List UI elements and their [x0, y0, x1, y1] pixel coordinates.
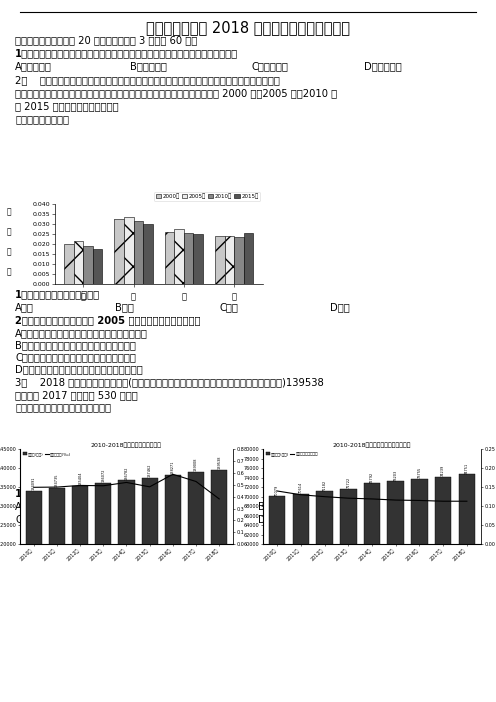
Text: C．丙: C．丙: [220, 302, 239, 312]
Bar: [64, 244, 73, 284]
Text: 135404: 135404: [78, 472, 82, 485]
Text: 137462: 137462: [148, 463, 152, 477]
Bar: [143, 224, 153, 284]
Text: 万人，比 2017 年末增加 530 万人。: 万人，比 2017 年末增加 530 万人。: [15, 390, 138, 400]
Text: C．男性人口增长率逐年上升: C．男性人口增长率逐年上升: [15, 514, 94, 524]
Bar: [73, 241, 83, 284]
Bar: [165, 475, 181, 702]
Bar: [234, 237, 244, 284]
Bar: [124, 217, 133, 284]
Text: 136072: 136072: [101, 469, 105, 482]
Bar: [188, 472, 204, 702]
Bar: [340, 489, 357, 702]
Text: A．交通条件: A．交通条件: [15, 61, 52, 71]
Text: 73203: 73203: [394, 470, 398, 481]
Bar: [316, 491, 333, 702]
Bar: [459, 474, 475, 702]
Title: 2010-2018年中国男性人口数量统计图: 2010-2018年中国男性人口数量统计图: [333, 442, 411, 447]
Text: 河北省达标名校 2018 年高考一月调研地理试卷: 河北省达标名校 2018 年高考一月调研地理试卷: [146, 20, 350, 35]
Legend: 2000年, 2005年, 2010年, 2015年: 2000年, 2005年, 2010年, 2015年: [154, 192, 260, 201]
Legend: 总人口(万人), 自然增长率(‰): 总人口(万人), 自然增长率(‰): [22, 451, 72, 457]
Text: 74239: 74239: [441, 465, 445, 476]
Bar: [165, 232, 174, 284]
Text: 离: 离: [6, 207, 11, 216]
Bar: [119, 480, 134, 702]
Text: 1．重庆的建筑在山坡上高低起伏、错落有致，形成这种城市空间格局的主要因素是: 1．重庆的建筑在山坡上高低起伏、错落有致，形成这种城市空间格局的主要因素是: [15, 48, 238, 58]
Bar: [115, 219, 124, 284]
Text: 和 2015 年在全国的平均集聚度。: 和 2015 年在全国的平均集聚度。: [15, 101, 119, 111]
Bar: [211, 470, 227, 702]
Text: 70614: 70614: [299, 482, 303, 494]
Text: 系: 系: [6, 248, 11, 256]
Text: 138271: 138271: [171, 461, 175, 474]
Bar: [133, 220, 143, 284]
Text: 134735: 134735: [55, 474, 59, 487]
Text: D．男女性别比失调问题持续改善: D．男女性别比失调问题持续改善: [258, 514, 350, 524]
Text: A．甲: A．甲: [15, 302, 34, 312]
Bar: [26, 491, 42, 702]
Text: 散: 散: [6, 227, 11, 237]
Text: 2．    高散系数是统计学当中的常用统计指标。高散系数大，说明数据的高散程度越大，分布越不: 2． 高散系数是统计学当中的常用统计指标。高散系数大，说明数据的高散程度越大，分…: [15, 75, 280, 85]
Text: 136782: 136782: [124, 466, 128, 479]
Text: 73755: 73755: [418, 467, 422, 478]
Legend: 男性人口(万人), 男女人口比率的差值: 男性人口(万人), 男女人口比率的差值: [265, 451, 318, 457]
Text: D．水源分布: D．水源分布: [364, 61, 402, 71]
Text: C．西部大开发战略，促进交通条件逐步改善: C．西部大开发战略，促进交通条件逐步改善: [15, 352, 136, 362]
Bar: [93, 249, 102, 284]
Text: 70079: 70079: [275, 484, 279, 496]
Bar: [225, 236, 234, 284]
Bar: [141, 478, 158, 702]
Title: 2010-2018年中国人口自然统计图: 2010-2018年中国人口自然统计图: [91, 442, 162, 447]
Text: 139538: 139538: [217, 456, 221, 469]
Bar: [293, 494, 309, 702]
Text: 72792: 72792: [370, 472, 374, 483]
Bar: [83, 246, 93, 284]
Bar: [215, 236, 225, 284]
Text: B．2019 年上半年人口已超过 14 亿: B．2019 年上半年人口已超过 14 亿: [258, 501, 378, 511]
Text: D．改革开放深化，政策支持力度地区差异增大: D．改革开放深化，政策支持力度地区差异增大: [15, 364, 143, 374]
Text: A．自然增长率呈逐年下降趋势: A．自然增长率呈逐年下降趋势: [15, 501, 100, 511]
Text: 74751: 74751: [465, 463, 469, 474]
Text: 1．有关我国人口的叙述，正确的是: 1．有关我国人口的叙述，正确的是: [15, 488, 112, 498]
Text: B．地区经济差异缩小，制造业向中西部扩散: B．地区经济差异缩小，制造业向中西部扩散: [15, 340, 136, 350]
Text: 3．    2018 年年末中国大陆总人口(不包括香港、澳门特别行政区和台湾省以及海外华侨人数)139538: 3． 2018 年年末中国大陆总人口(不包括香港、澳门特别行政区和台湾省以及海外…: [15, 377, 324, 387]
Bar: [184, 233, 193, 284]
Text: 134091: 134091: [32, 477, 36, 490]
Text: 71182: 71182: [322, 479, 326, 491]
Bar: [387, 482, 404, 702]
Text: 均衡。下图为我国技术密集型、劳动密集型、资本密集型和能源密集型制造业 2000 年、2005 年、2010 年: 均衡。下图为我国技术密集型、劳动密集型、资本密集型和能源密集型制造业 2000 …: [15, 88, 337, 98]
Text: 读图完成下面小题。: 读图完成下面小题。: [15, 114, 69, 124]
Bar: [72, 486, 88, 702]
Text: C．森林分布: C．森林分布: [252, 61, 289, 71]
Bar: [174, 229, 184, 284]
Bar: [411, 479, 428, 702]
Text: 一、单选题（本题包括 20 个小题，每小题 3 分，共 60 分）: 一、单选题（本题包括 20 个小题，每小题 3 分，共 60 分）: [15, 35, 197, 45]
Text: B．乙: B．乙: [115, 302, 134, 312]
Bar: [95, 483, 112, 702]
Text: A．中国加入世贸组织后，出口型制造业发展强劲: A．中国加入世贸组织后，出口型制造业发展强劲: [15, 328, 148, 338]
Text: 数: 数: [6, 267, 11, 277]
Bar: [269, 496, 285, 702]
Text: 71722: 71722: [346, 477, 350, 488]
Bar: [364, 484, 380, 702]
Bar: [49, 488, 65, 702]
Text: B．地表形态: B．地表形态: [130, 61, 167, 71]
Bar: [244, 233, 253, 284]
Text: 1．代表技术密集型制造业的是: 1．代表技术密集型制造业的是: [15, 289, 100, 299]
Text: 139008: 139008: [194, 458, 198, 471]
Text: 2．四类制造业的高散系数在 2005 年均有上升的原因最可能是: 2．四类制造业的高散系数在 2005 年均有上升的原因最可能是: [15, 315, 200, 325]
Text: 读下图（单位万人）完成下列各题。: 读下图（单位万人）完成下列各题。: [15, 402, 111, 412]
Bar: [193, 234, 203, 284]
Bar: [435, 477, 451, 702]
Text: D．丁: D．丁: [330, 302, 350, 312]
